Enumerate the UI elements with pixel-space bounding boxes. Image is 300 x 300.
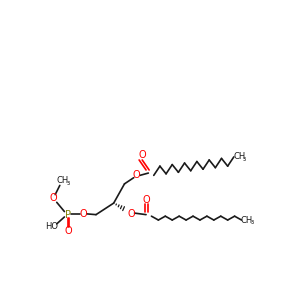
Text: O: O [79,209,87,219]
Text: O: O [64,226,72,236]
Text: O: O [133,170,141,180]
Text: HO: HO [46,222,59,231]
Text: P: P [64,210,70,220]
Text: CH: CH [233,152,245,161]
Text: ₃: ₃ [67,178,70,187]
Text: CH: CH [241,215,253,224]
Text: ₃: ₃ [251,217,254,226]
Text: O: O [138,150,146,160]
Text: O: O [142,195,150,205]
Text: O: O [128,209,135,219]
Text: ₃: ₃ [243,154,246,163]
Text: CH: CH [57,176,69,185]
Text: O: O [50,194,58,203]
